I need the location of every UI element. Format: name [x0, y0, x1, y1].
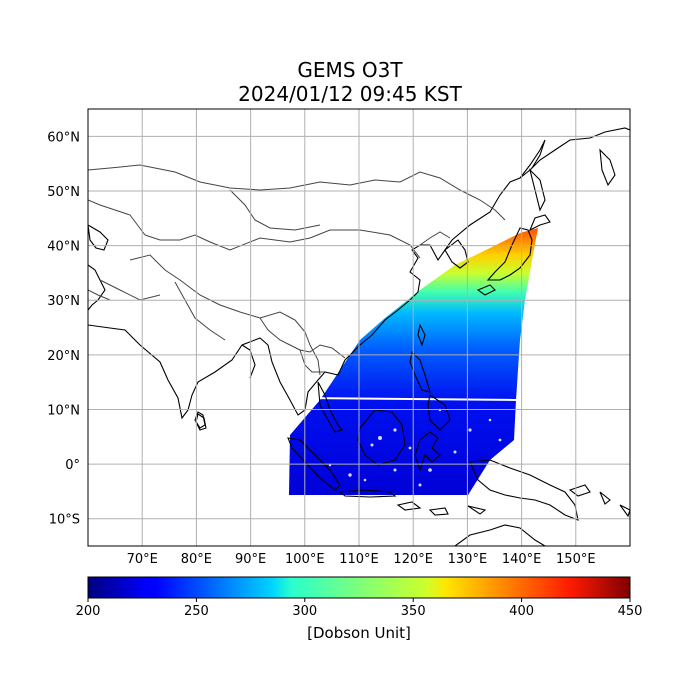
colorbar	[87, 576, 631, 599]
lon-tick-label: 130°E	[448, 552, 488, 567]
lon-tick-label: 110°E	[339, 552, 379, 567]
map-frame	[87, 108, 631, 547]
lon-tick-labels: 70°E 80°E 90°E 100°E 110°E 120°E 130°E 140°E 150…	[127, 552, 596, 567]
lon-tick-label: 120°E	[393, 552, 433, 567]
colorbar-tick-label: 400	[509, 604, 535, 619]
lon-tick-label: 70°E	[127, 552, 158, 567]
lat-tick-label: 10°N	[47, 403, 80, 418]
lat-tick-label: 60°N	[47, 130, 80, 145]
lat-tick-label: 0°	[65, 458, 80, 473]
colorbar-tick-label: 450	[617, 604, 643, 619]
lat-tick-label: 40°N	[47, 240, 80, 255]
lat-tick-labels: 60°N 50°N 40°N 30°N 20°N 10°N 0° 10°S	[47, 130, 80, 527]
colorbar-tick-label: 250	[183, 604, 209, 619]
lon-tick-label: 80°E	[181, 552, 212, 567]
chart-title-line2: 2024/01/12 09:45 KST	[238, 82, 462, 106]
colorbar-tick-label: 200	[75, 604, 101, 619]
lon-tick-label: 90°E	[235, 552, 266, 567]
lat-tick-label: 10°S	[49, 513, 80, 528]
colorbar-tickmarks	[87, 598, 631, 602]
lat-tick-label: 30°N	[47, 294, 80, 309]
swath-gap-line	[304, 397, 517, 401]
lat-tick-label: 50°N	[47, 185, 80, 200]
lon-tick-label: 140°E	[502, 552, 542, 567]
lon-tick-label: 100°E	[285, 552, 325, 567]
colorbar-label: [Dobson Unit]	[307, 624, 411, 642]
swath-cloud-gaps	[328, 408, 502, 487]
lon-tick-label: 150°E	[556, 552, 596, 567]
coastlines	[88, 127, 630, 546]
gridlines	[88, 109, 630, 546]
chart-title-line1: GEMS O3T	[297, 58, 403, 82]
colorbar-tick-label: 300	[292, 604, 318, 619]
lat-tick-label: 20°N	[47, 349, 80, 364]
colorbar-tick-label: 350	[400, 604, 426, 619]
